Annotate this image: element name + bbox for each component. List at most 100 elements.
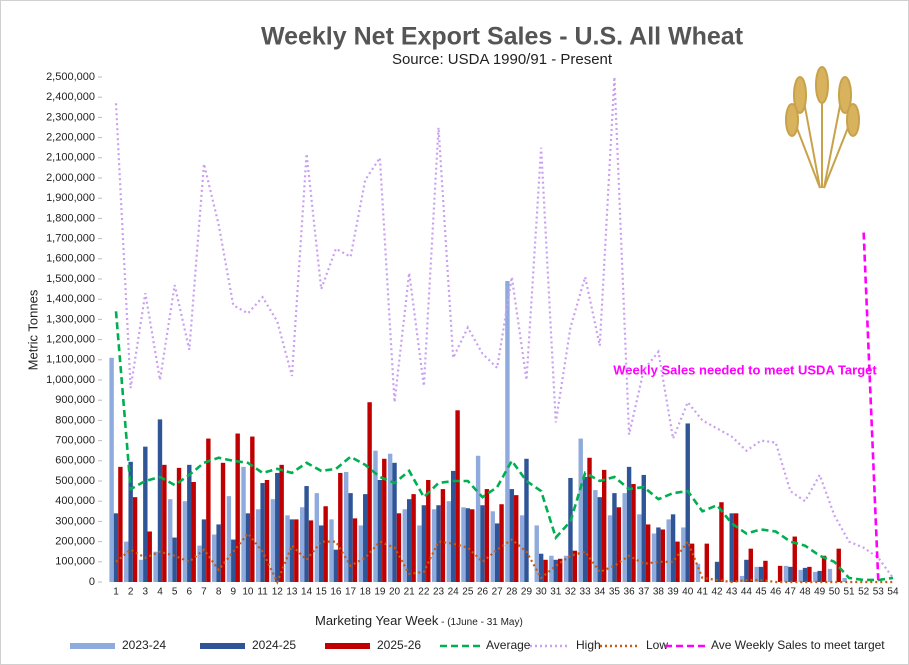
x-tick-label: 39 bbox=[668, 587, 680, 598]
bar bbox=[744, 560, 748, 582]
y-tick-label: 1,800,000 bbox=[46, 212, 95, 224]
bar bbox=[114, 513, 118, 582]
x-tick-label: 38 bbox=[653, 587, 665, 598]
y-tick-label: 1,400,000 bbox=[46, 293, 95, 305]
y-tick-label: 1,500,000 bbox=[46, 273, 95, 285]
bar bbox=[627, 467, 631, 582]
bar bbox=[235, 434, 239, 582]
x-tick-label: 24 bbox=[448, 587, 460, 598]
bar bbox=[514, 495, 518, 582]
bar bbox=[231, 540, 235, 582]
x-tick-label: 13 bbox=[286, 587, 298, 598]
x-tick-label: 40 bbox=[682, 587, 694, 598]
x-tick-label: 21 bbox=[404, 587, 416, 598]
bar bbox=[568, 478, 572, 582]
x-tick-label: 22 bbox=[418, 587, 430, 598]
x-tick-label: 12 bbox=[272, 587, 284, 598]
bar bbox=[388, 454, 392, 582]
y-tick-label: 1,000,000 bbox=[46, 374, 95, 386]
bar bbox=[411, 494, 415, 582]
x-tick-label: 9 bbox=[230, 587, 236, 598]
bar bbox=[631, 484, 635, 582]
y-tick-label: 100,000 bbox=[55, 556, 95, 568]
bar bbox=[246, 513, 250, 582]
bar bbox=[593, 490, 597, 582]
y-tick-label: 1,100,000 bbox=[46, 354, 95, 366]
y-tick-label: 900,000 bbox=[55, 394, 95, 406]
x-tick-label: 26 bbox=[477, 587, 489, 598]
bar bbox=[598, 497, 602, 582]
x-tick-label: 52 bbox=[858, 587, 870, 598]
bar bbox=[275, 473, 279, 582]
bar bbox=[183, 501, 187, 582]
x-tick-label: 35 bbox=[609, 587, 621, 598]
bar bbox=[392, 463, 396, 582]
bar bbox=[279, 465, 283, 582]
y-tick-label: 300,000 bbox=[55, 515, 95, 527]
bar bbox=[109, 358, 113, 582]
bar bbox=[763, 561, 767, 582]
x-tick-label: 50 bbox=[829, 587, 841, 598]
x-tick-label: 19 bbox=[374, 587, 386, 598]
x-tick-label: 54 bbox=[887, 587, 899, 598]
legend-label: 2024-25 bbox=[252, 638, 296, 652]
bar bbox=[461, 507, 465, 582]
bar bbox=[734, 513, 738, 582]
bar bbox=[656, 527, 660, 582]
legend-label: Average bbox=[486, 638, 531, 652]
y-tick-label: 500,000 bbox=[55, 475, 95, 487]
bar bbox=[646, 524, 650, 582]
bar bbox=[359, 525, 363, 582]
bar bbox=[315, 493, 319, 582]
bar bbox=[642, 475, 646, 582]
bar bbox=[470, 509, 474, 582]
x-tick-label: 47 bbox=[785, 587, 797, 598]
x-tick-label: 5 bbox=[172, 587, 178, 598]
bar bbox=[221, 463, 225, 582]
bar bbox=[705, 544, 709, 582]
bar bbox=[158, 419, 162, 582]
bar bbox=[227, 496, 231, 582]
bar bbox=[617, 507, 621, 582]
bar bbox=[143, 447, 147, 582]
x-tick-label: 45 bbox=[755, 587, 767, 598]
y-tick-label: 700,000 bbox=[55, 435, 95, 447]
bar bbox=[661, 529, 665, 582]
x-tick-label: 41 bbox=[697, 587, 709, 598]
x-tick-label: 1 bbox=[113, 587, 119, 598]
y-tick-label: 200,000 bbox=[55, 536, 95, 548]
bar bbox=[118, 467, 122, 582]
bar bbox=[447, 501, 451, 582]
legend-label: 2023-24 bbox=[122, 638, 166, 652]
x-tick-label: 28 bbox=[506, 587, 518, 598]
x-tick-label: 14 bbox=[301, 587, 313, 598]
legend-label: High bbox=[576, 638, 601, 652]
x-tick-label: 23 bbox=[433, 587, 445, 598]
bar bbox=[250, 437, 254, 582]
bar bbox=[608, 515, 612, 582]
bar bbox=[397, 513, 401, 582]
x-tick-label: 48 bbox=[799, 587, 811, 598]
bar bbox=[319, 525, 323, 582]
bar bbox=[192, 482, 196, 582]
bar bbox=[334, 550, 338, 582]
bar bbox=[304, 486, 308, 582]
x-axis-title: Marketing Year Week bbox=[315, 613, 439, 628]
bar bbox=[353, 518, 357, 582]
x-tick-label: 44 bbox=[741, 587, 753, 598]
bar bbox=[256, 509, 260, 582]
x-tick-label: 31 bbox=[550, 587, 562, 598]
x-tick-label: 17 bbox=[345, 587, 357, 598]
x-tick-label: 43 bbox=[726, 587, 738, 598]
y-tick-label: 2,100,000 bbox=[46, 152, 95, 164]
bar bbox=[671, 514, 675, 582]
y-tick-label: 2,500,000 bbox=[46, 71, 95, 83]
bar bbox=[133, 497, 137, 582]
x-tick-label: 25 bbox=[462, 587, 474, 598]
bar bbox=[403, 509, 407, 582]
bar bbox=[784, 566, 788, 582]
legend-label: Low bbox=[646, 638, 668, 652]
x-tick-label: 32 bbox=[565, 587, 577, 598]
bar bbox=[480, 505, 484, 582]
y-tick-label: 1,600,000 bbox=[46, 253, 95, 265]
